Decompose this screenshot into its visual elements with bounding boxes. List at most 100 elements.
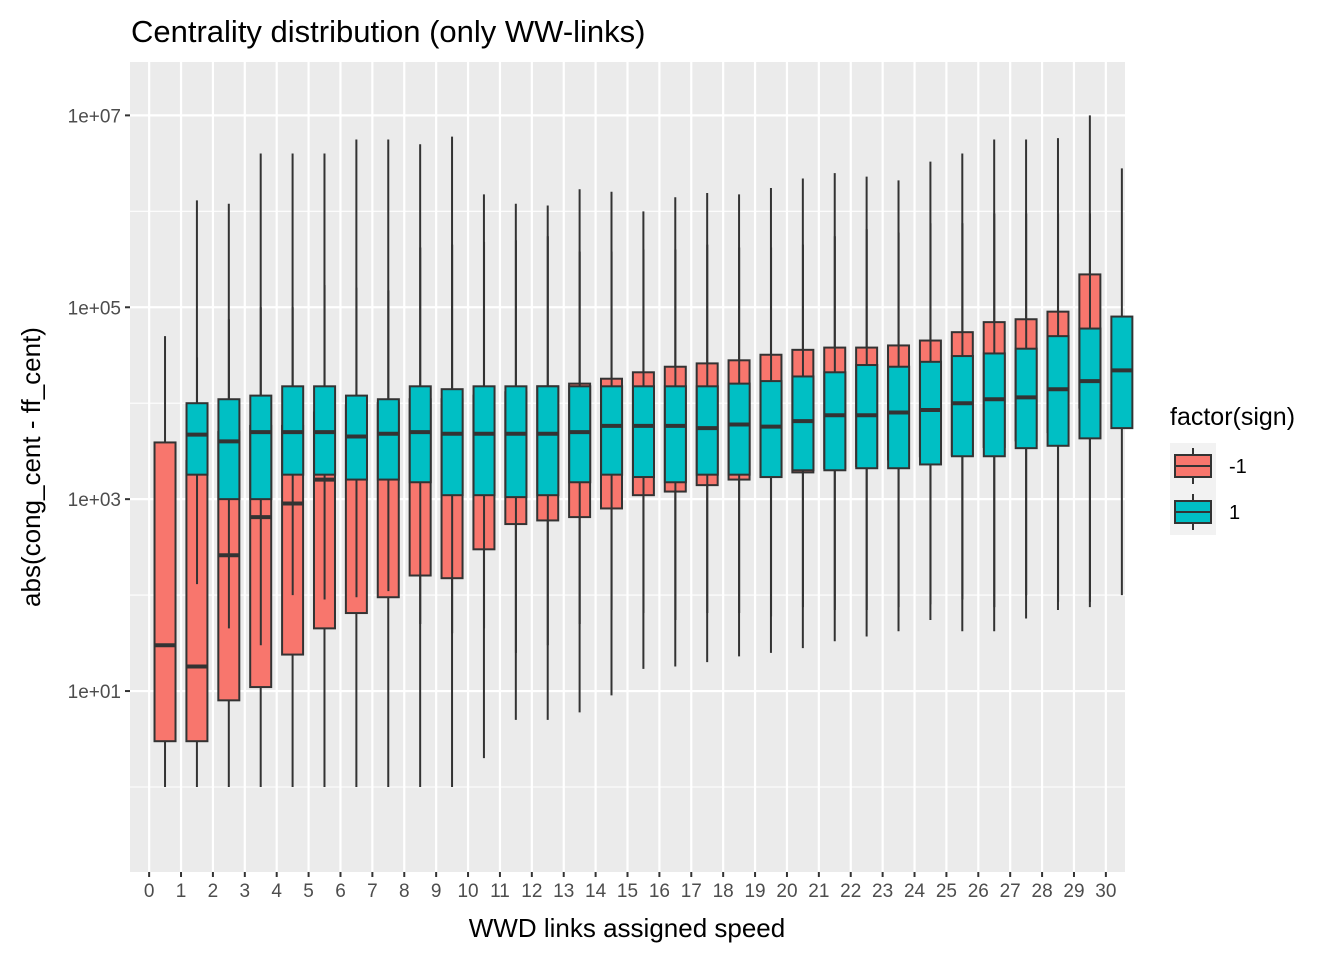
box-pos1-speed-14	[600, 251, 624, 610]
box-body	[950, 355, 974, 458]
legend-key-neg1	[1174, 448, 1212, 484]
box-pos1-speed-11	[504, 240, 528, 653]
box-body	[600, 385, 624, 476]
x-tick-label: 8	[399, 881, 410, 902]
legend-key-pos1	[1174, 494, 1212, 530]
box-pos1-speed-27	[1014, 213, 1038, 596]
box-body	[440, 388, 464, 497]
chart-title: Centrality distribution (only WW-links)	[131, 14, 646, 49]
x-tick-label: 24	[904, 881, 926, 902]
box-body	[408, 385, 432, 484]
x-axis-title: WWD links assigned speed	[469, 913, 785, 943]
box-body	[919, 360, 943, 466]
box-body	[185, 402, 209, 476]
y-axis-title: abs(cong_cent - ff_cent)	[16, 327, 46, 607]
box-body	[472, 385, 496, 497]
box-pos1-speed-29	[1078, 213, 1102, 602]
x-tick-label: 17	[681, 881, 702, 902]
box-body	[791, 375, 815, 472]
box-pos1-speed-16	[663, 249, 687, 621]
x-tick-label: 11	[490, 881, 510, 902]
legend: factor(sign) -1 1	[1170, 403, 1295, 535]
box-body	[663, 385, 687, 484]
y-axis: 1e+01 1e+03 1e+05 1e+07	[68, 106, 130, 703]
x-tick-label: 21	[808, 881, 829, 902]
box-pos1-speed-25	[950, 223, 974, 600]
x-tick-label: 6	[335, 881, 346, 902]
box-pos1-speed-20	[791, 244, 815, 608]
x-tick-label: 27	[1000, 881, 1021, 902]
box-body	[217, 398, 241, 501]
x-tick-label: 4	[271, 881, 282, 902]
box-body	[504, 385, 528, 499]
box-body	[759, 380, 783, 479]
box-pos1-speed-21	[823, 236, 847, 610]
x-tick-label: 15	[617, 881, 638, 902]
box-pos1-speed-19	[759, 247, 783, 617]
box-pos1-speed-4	[281, 307, 305, 596]
box-pos1-speed-28	[1046, 213, 1070, 602]
grid-major	[130, 62, 1125, 872]
legend-label-neg1: -1	[1229, 456, 1247, 478]
box-pos1-speed-1	[185, 357, 209, 585]
x-tick-label: 9	[431, 881, 442, 902]
box-body	[887, 365, 911, 470]
box-pos1-speed-22	[855, 229, 879, 610]
box-pos1-speed-8	[408, 247, 432, 624]
box-pos1-speed-26	[982, 213, 1006, 608]
x-tick-label: 30	[1095, 881, 1116, 902]
box-pos1-speed-13	[568, 251, 592, 624]
legend-label-pos1: 1	[1229, 502, 1240, 524]
box-pos1-speed-12	[536, 236, 560, 646]
x-tick-label: 26	[968, 881, 989, 902]
x-tick-label: 1	[176, 881, 187, 902]
box-pos1-speed-10	[472, 241, 496, 629]
y-tick-label: 1e+07	[68, 106, 121, 127]
x-axis: 0 1 2 3 4 5 6 7 8 9 10 11 12 13 14 15 16 17 18 19 20 21 22 23 24…	[144, 872, 1116, 902]
box-pos1-speed-7	[376, 290, 400, 592]
box-body	[823, 371, 847, 472]
box-pos1-speed-15	[632, 249, 655, 614]
box-body	[982, 352, 1006, 458]
x-tick-label: 5	[303, 881, 314, 902]
box-pos1-speed-23	[887, 232, 911, 608]
box-body	[1078, 327, 1102, 440]
y-tick-label: 1e+05	[68, 298, 121, 319]
box-pos1-speed-2	[217, 319, 241, 629]
box-pos1-speed-30	[1110, 168, 1134, 596]
y-tick-label: 1e+01	[68, 682, 121, 703]
box-body	[695, 385, 719, 476]
box-pos1-speed-6	[344, 287, 368, 598]
y-tick-label: 1e+03	[68, 490, 121, 511]
box-pos1-speed-18	[727, 247, 751, 614]
x-tick-label: 3	[240, 881, 251, 902]
x-tick-label: 18	[713, 881, 734, 902]
box-pos1-speed-24	[919, 223, 943, 605]
box-neg1-speed-2	[185, 200, 209, 787]
x-tick-label: 0	[144, 881, 155, 902]
x-tick-label: 23	[872, 881, 893, 902]
x-tick-label: 7	[367, 881, 378, 902]
x-tick-label: 28	[1032, 881, 1053, 902]
x-tick-label: 13	[553, 881, 574, 902]
box-pos1-speed-9	[440, 244, 464, 634]
box-body	[632, 385, 655, 479]
x-tick-label: 20	[776, 881, 797, 902]
box-body	[249, 394, 273, 501]
box-body	[727, 382, 751, 476]
x-tick-label: 14	[585, 881, 607, 902]
x-tick-label: 12	[521, 881, 542, 902]
boxes	[153, 115, 1134, 787]
box-body	[568, 385, 592, 484]
x-tick-label: 2	[208, 881, 219, 902]
legend-title: factor(sign)	[1170, 403, 1295, 431]
x-tick-label: 10	[457, 881, 478, 902]
box-body	[536, 385, 560, 497]
x-tick-label: 22	[840, 881, 861, 902]
x-tick-label: 25	[936, 881, 957, 902]
box-pos1-speed-3	[249, 307, 273, 646]
box-body	[376, 398, 400, 481]
x-tick-label: 16	[649, 881, 670, 902]
box-pos1-speed-17	[695, 244, 719, 614]
